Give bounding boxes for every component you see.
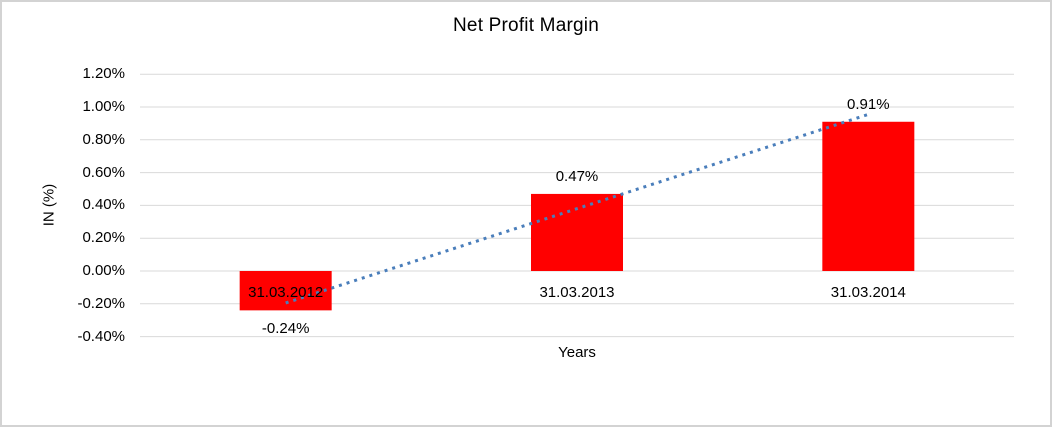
category-label: 31.03.2012 — [248, 284, 324, 301]
y-tick-label: -0.40% — [77, 327, 125, 345]
y-tick-label: 1.00% — [82, 98, 125, 115]
data-label: -0.24% — [261, 320, 310, 338]
y-tick-label: -0.20% — [77, 294, 125, 312]
trendline — [285, 112, 869, 305]
x-axis-title: Years — [558, 344, 596, 361]
bar-31.03.2014 — [822, 121, 915, 271]
bar-31.03.2012 — [239, 271, 332, 311]
chart-title: Net Profit Margin — [453, 15, 599, 36]
y-tick-label: 0.60% — [82, 163, 125, 181]
data-label: 0.91% — [847, 95, 890, 113]
y-tick-label: 0.20% — [82, 229, 125, 247]
category-label: 31.03.2014 — [830, 284, 906, 301]
y-tick-label: 0.00% — [82, 262, 125, 279]
y-tick-label: 0.40% — [82, 196, 125, 214]
bar-31.03.2013 — [531, 193, 623, 271]
category-label: 31.03.2013 — [539, 284, 615, 301]
y-tick-label: 0.80% — [82, 130, 125, 148]
data-label: 0.47% — [555, 167, 599, 185]
y-tick-label: 1.20% — [82, 65, 125, 83]
